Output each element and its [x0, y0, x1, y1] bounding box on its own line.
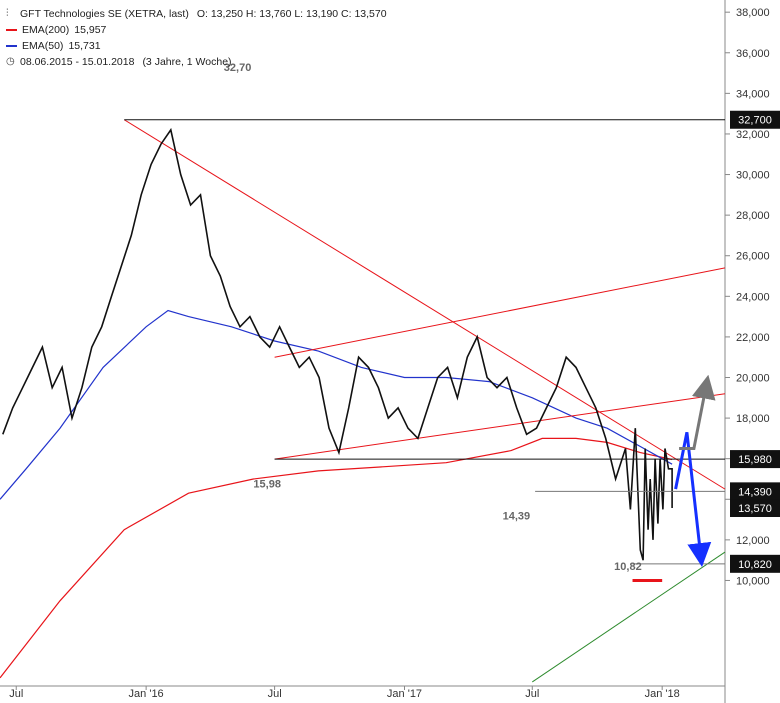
blue-forecast-arrow: [674, 432, 712, 568]
y-tick-label: 38,000: [736, 7, 770, 19]
ohlc-values: O: 13,250 H: 13,760 L: 13,190 C: 13,570: [196, 8, 387, 20]
y-tick-label: 18,000: [736, 413, 770, 425]
level-badge-label: 10,820: [738, 559, 772, 571]
price-line: [2, 127, 673, 561]
level-badge: [730, 110, 780, 129]
period-range: 08.06.2015 - 15.01.2018: [20, 56, 135, 68]
x-tick-label: Jan '18: [645, 688, 680, 700]
level-annotation: 15,98: [253, 478, 281, 490]
legend-ema50-row: EMA(50) 15,731: [6, 38, 387, 54]
ema50-value: 15,731: [68, 40, 101, 52]
last-price-label: 13,570: [738, 503, 772, 515]
y-tick-label: 24,000: [736, 291, 770, 303]
last-price-badge: [730, 499, 780, 518]
y-tick-label: 22,000: [736, 332, 770, 344]
y-tick-label: 28,000: [736, 210, 770, 222]
red-trendline: [274, 393, 726, 460]
x-tick-label: Jul: [9, 688, 23, 700]
ema200-value: 15,957: [74, 24, 107, 36]
y-tick-label: 36,000: [736, 48, 770, 60]
red-trendline: [123, 119, 726, 490]
legend-title-row: ⫶ GFT Technologies SE (XETRA, last) O: 1…: [6, 6, 387, 22]
x-tick-label: Jul: [268, 688, 282, 700]
y-tick-label: 34,000: [736, 88, 770, 100]
x-tick-label: Jan '16: [129, 688, 164, 700]
level-annotation: 32,70: [224, 62, 252, 74]
ema50-swatch: [6, 45, 17, 47]
level-badge-label: 14,390: [738, 486, 772, 498]
y-tick-label: 30,000: [736, 170, 770, 182]
clock-icon: ◷: [6, 56, 15, 67]
y-tick-label: 32,000: [736, 129, 770, 141]
y-tick-label: 20,000: [736, 373, 770, 385]
level-badge: [730, 554, 780, 573]
level-badge: [730, 450, 780, 469]
y-tick-label: 12,000: [736, 535, 770, 547]
y-tick-label: 26,000: [736, 251, 770, 263]
gray-forecast-arrow: [679, 374, 716, 450]
ema200-line: [0, 437, 673, 679]
green-trendline: [531, 551, 726, 683]
ema50-label: EMA(50): [22, 40, 64, 52]
x-tick-label: Jul: [525, 688, 539, 700]
level-annotation: 14,39: [503, 511, 531, 523]
chart-legend: ⫶ GFT Technologies SE (XETRA, last) O: 1…: [6, 6, 387, 70]
level-annotation: 10,82: [614, 561, 642, 573]
level-badge: [730, 482, 780, 501]
legend-ema200-row: EMA(200) 15,957: [6, 22, 387, 38]
instrument-title: GFT Technologies SE (XETRA, last): [20, 8, 189, 20]
legend-period-row: ◷ 08.06.2015 - 15.01.2018 (3 Jahre, 1 Wo…: [6, 54, 387, 70]
candlestick-icon: ⫶: [6, 8, 9, 19]
ema50-line: [0, 309, 673, 500]
level-badge-label: 32,700: [738, 115, 772, 127]
ema200-label: EMA(200): [22, 24, 70, 36]
red-trendline: [274, 267, 726, 358]
period-note: (3 Jahre, 1 Woche): [142, 56, 232, 68]
ema200-swatch: [6, 29, 17, 31]
level-badge-label: 15,980: [738, 454, 772, 466]
x-tick-label: Jan '17: [387, 688, 422, 700]
y-tick-label: 10,000: [736, 575, 770, 587]
